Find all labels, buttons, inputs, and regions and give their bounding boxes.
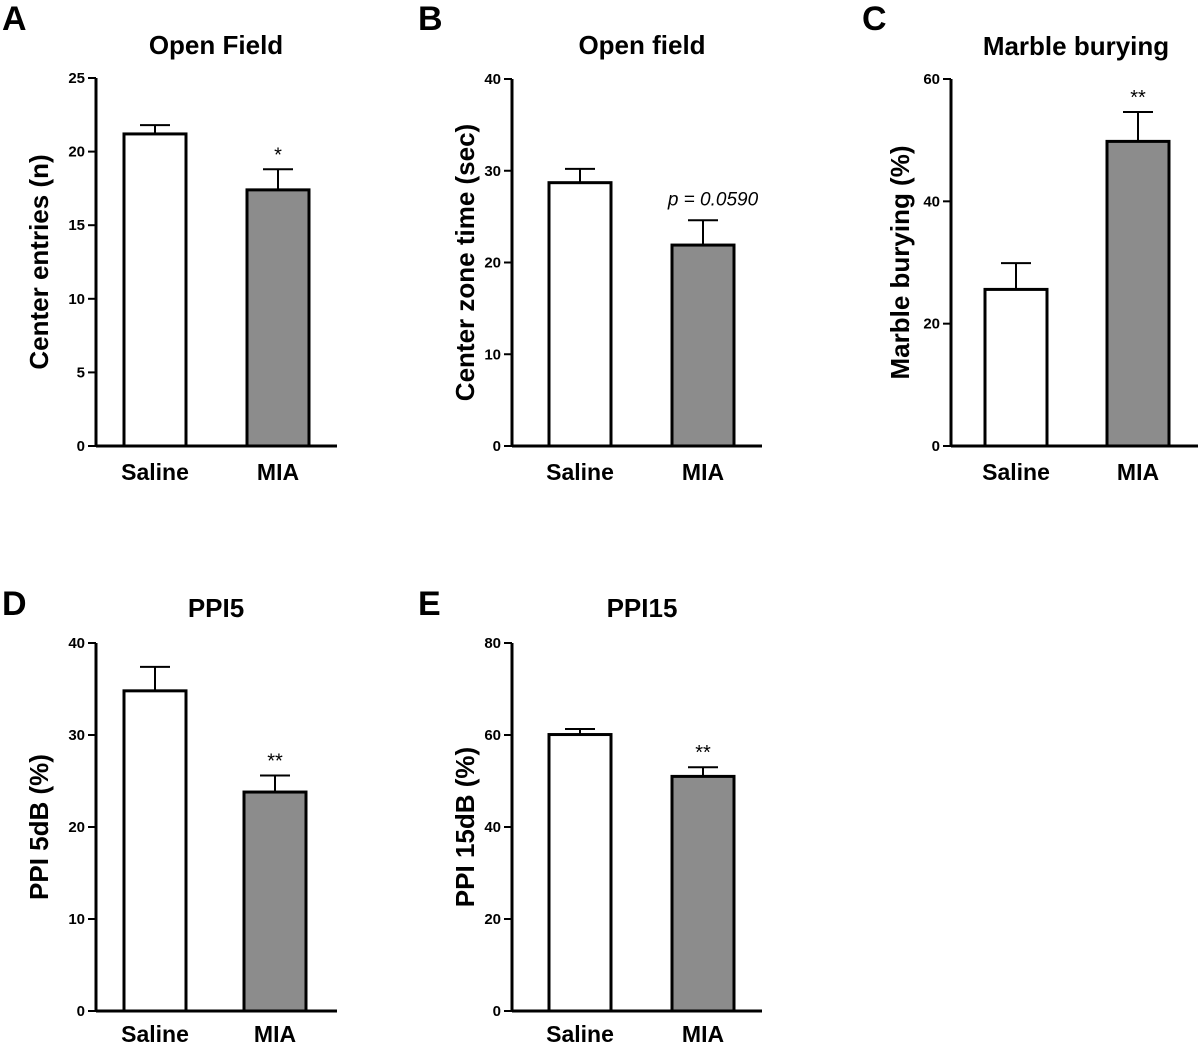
panel-e-bar-mia	[670, 774, 736, 1013]
panel-d-bar-saline	[122, 689, 188, 1013]
panel-a-category-mia: MIA	[257, 459, 299, 485]
panel-c-letter: C	[862, 0, 887, 38]
panel-d-category-mia: MIA	[254, 1021, 296, 1045]
panel-d-errorbar-saline	[140, 665, 170, 691]
panel-c-errorbar-mia	[1123, 111, 1153, 142]
panel-b-category-saline: Saline	[546, 459, 614, 485]
panel-b-ytick-label: 40	[484, 71, 501, 88]
panel-d-ytick-label: 40	[68, 635, 85, 652]
panel-e-ytick-label: 20	[484, 911, 501, 928]
panel-e-bar-saline	[547, 733, 613, 1013]
panel-c-bar-mia	[1105, 139, 1171, 448]
panel-d-ytick-label: 20	[68, 819, 85, 836]
panel-a-ytick-label: 25	[68, 70, 85, 87]
panel-e-ylabel: PPI 15dB (%)	[450, 747, 480, 907]
panel-e-category-mia: MIA	[682, 1021, 724, 1045]
panel-b-annotation: p = 0.0590	[667, 189, 759, 210]
panel-c-ytick-label: 0	[932, 438, 940, 455]
panel-a-bar-mia	[245, 188, 311, 448]
panel-c-ytick-label: 20	[923, 316, 940, 333]
panel-b-ytick-label: 20	[484, 255, 501, 272]
panel-d-ylabel: PPI 5dB (%)	[24, 754, 54, 900]
panel-b-category-mia: MIA	[682, 459, 724, 485]
panel-b-title: Open field	[578, 30, 705, 60]
panel-e-errorbar-mia	[688, 766, 718, 777]
panel-e-ytick-label: 40	[484, 819, 501, 836]
panel-c-title: Marble burying	[983, 31, 1169, 61]
panel-a-letter: A	[2, 0, 27, 38]
panel-d-ytick-label: 10	[68, 911, 85, 928]
panel-b-bar-mia	[670, 243, 736, 448]
panel-e-annotation: **	[695, 742, 711, 764]
panel-d-title: PPI5	[188, 593, 244, 623]
panel-c-annotation: **	[1130, 87, 1146, 109]
panel-b-ytick-label: 10	[484, 346, 501, 363]
panel-c-ytick-label: 40	[923, 193, 940, 210]
panel-c-category-mia: MIA	[1117, 459, 1159, 485]
panel-a-errorbar-mia	[263, 168, 293, 190]
panel-a-bar-saline	[122, 132, 188, 448]
panel-d-category-saline: Saline	[121, 1021, 189, 1045]
panel-a-title: Open Field	[149, 30, 283, 60]
panel-c-ytick-label: 60	[923, 71, 940, 88]
panel-a-category-saline: Saline	[121, 459, 189, 485]
panel-a-ytick-label: 5	[77, 364, 85, 381]
panel-c-errorbar-saline	[1001, 262, 1031, 290]
panel-a-annotation: *	[274, 144, 282, 166]
panel-a-ytick-label: 15	[68, 217, 85, 234]
panel-a-errorbar-saline	[140, 124, 170, 134]
panel-e-category-saline: Saline	[546, 1021, 614, 1045]
panel-d-errorbar-mia	[260, 774, 290, 793]
panel-b-bar-saline	[547, 181, 613, 448]
panel-e-ytick-label: 0	[493, 1003, 501, 1020]
panel-b-ytick-label: 30	[484, 163, 501, 180]
panel-e-ytick-label: 60	[484, 727, 501, 744]
panel-a-ytick-label: 20	[68, 144, 85, 161]
panel-b-ylabel: Center zone time (sec)	[450, 124, 480, 401]
panel-b-errorbar-mia	[688, 219, 718, 246]
panel-e-letter: E	[418, 585, 441, 623]
panel-b-ytick-label: 0	[493, 438, 501, 455]
panel-c-category-saline: Saline	[982, 459, 1050, 485]
panel-a-ylabel: Center entries (n)	[24, 154, 54, 369]
panel-b-errorbar-saline	[565, 167, 595, 183]
panel-e-ytick-label: 80	[484, 635, 501, 652]
panel-d-ytick-label: 0	[77, 1003, 85, 1020]
panel-d-letter: D	[2, 585, 27, 623]
panel-a-ytick-label: 10	[68, 291, 85, 308]
panel-d-ytick-label: 30	[68, 727, 85, 744]
panel-b-letter: B	[418, 0, 443, 38]
panel-c-ylabel: Marble burying (%)	[885, 145, 915, 379]
panel-d-annotation: **	[267, 750, 283, 772]
panel-c-bar-saline	[983, 287, 1049, 448]
panel-d-bar-mia	[242, 790, 308, 1013]
panel-a-ytick-label: 0	[77, 438, 85, 455]
panel-e-title: PPI15	[607, 593, 678, 623]
panel-e-errorbar-saline	[565, 728, 595, 735]
